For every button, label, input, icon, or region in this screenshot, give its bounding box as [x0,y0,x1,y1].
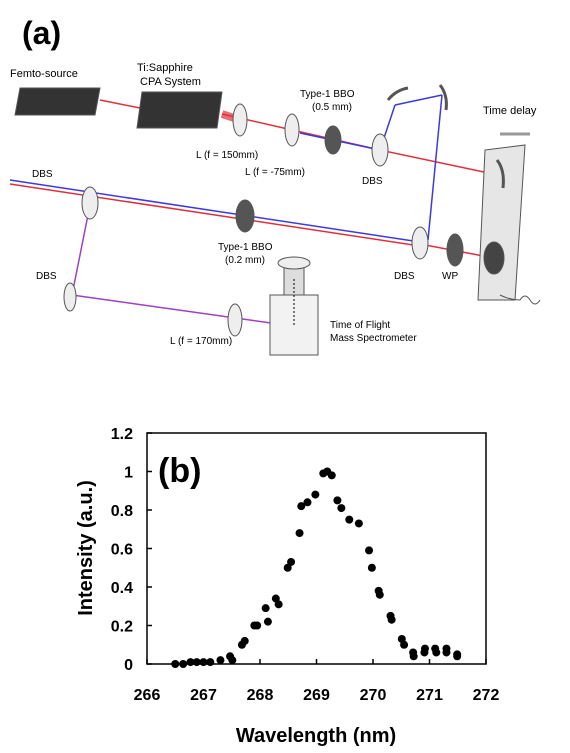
point [263,617,272,626]
point [186,658,195,667]
point [297,502,306,511]
point [274,600,283,609]
label: Femto-source [10,68,78,80]
x-tick-label: 270 [360,687,387,704]
label: DBS [362,176,383,187]
label: Ti:Sapphire [137,62,193,74]
point [295,529,304,538]
label: Time of Flight [330,320,390,331]
label: Type-1 BBO [218,242,273,253]
point [192,658,201,667]
label: L (f = -75mm) [245,167,305,178]
label: Mass Spectrometer [330,333,417,344]
point [240,636,249,645]
y-tick-label: 0.6 [111,542,133,559]
point [453,650,462,659]
point [375,590,384,599]
label: DBS [36,271,57,282]
y-axis-title: Intensity (a.u.) [75,480,97,616]
label: L (f = 150mm) [196,150,258,161]
label: WP [442,271,458,282]
x-tick-label: 269 [303,687,330,704]
point [311,490,320,499]
point [365,546,374,555]
x-tick-label: 268 [247,687,274,704]
point [327,471,336,480]
label: Type-1 BBO [300,89,355,100]
point [420,644,429,653]
point [171,660,180,668]
point [261,604,270,613]
y-tick-label: 0.4 [111,580,133,597]
x-axis-title: Wavelength (nm) [236,725,396,747]
point [345,515,354,524]
label: DBS [32,169,53,180]
x-tick-label: 266 [134,687,161,704]
point [216,656,225,665]
point [354,519,363,528]
x-tick-label: 272 [473,687,500,704]
x-tick-label: 267 [190,687,217,704]
point [431,644,440,653]
point [287,557,296,566]
point [337,504,346,513]
point [179,660,188,668]
chart-title: (b) [158,452,201,490]
y-tick-label: 0 [124,657,133,674]
point [333,496,342,505]
point [409,652,418,661]
point [228,656,237,665]
point [367,563,376,572]
y-tick-label: 1 [124,465,133,482]
point [199,658,208,667]
label: (0.2 mm) [225,255,265,266]
label: (0.5 mm) [312,102,352,113]
point [400,640,409,649]
point [303,498,312,507]
y-tick-label: 1.2 [111,426,133,443]
point [442,644,451,653]
label: CPA System [140,76,201,88]
label: L (f = 170mm) [170,336,232,347]
panel-label: (a) [22,15,61,51]
point [253,621,262,630]
y-tick-label: 0.8 [111,503,133,520]
point [387,615,396,624]
point [206,658,215,667]
x-tick-label: 271 [416,687,443,704]
point [283,563,292,572]
optics [14,84,541,356]
label: Time delay [483,105,537,117]
y-tick-label: 0.2 [111,619,133,636]
label: DBS [394,271,415,282]
